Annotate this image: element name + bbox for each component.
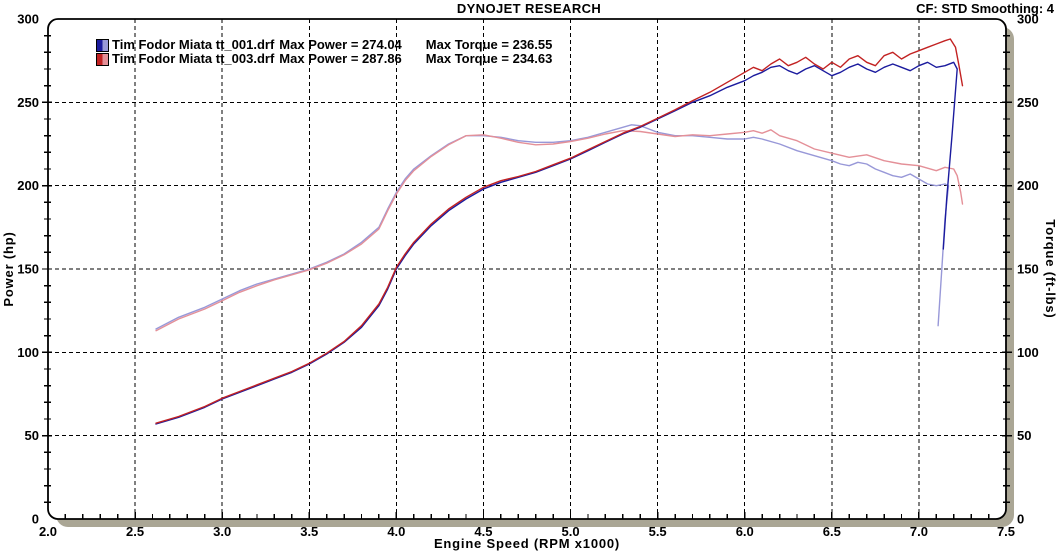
x-tick-label: 3.5: [300, 524, 318, 539]
x-tick-label: 3.0: [213, 524, 231, 539]
x-tick-label: 4.5: [474, 524, 492, 539]
y-tick-label-left: 100: [17, 345, 39, 360]
x-tick-label: 7.0: [910, 524, 928, 539]
x-tick-label: 7.5: [997, 524, 1015, 539]
y-tick-label-left: 250: [17, 95, 39, 110]
y-tick-label-left: 50: [25, 428, 39, 443]
y-axis-label-torque: Torque (ft-lbs): [1043, 219, 1058, 318]
x-tick-label: 6.0: [736, 524, 754, 539]
x-tick-label: 5.5: [649, 524, 667, 539]
legend-color-marker: [96, 52, 109, 66]
y-tick-label-right: 250: [1017, 95, 1039, 110]
y-tick-label-right: 200: [1017, 178, 1039, 193]
y-axis-label-power: Power (hp): [1, 231, 16, 306]
legend-color-marker: [96, 38, 109, 52]
correction-smoothing-text: CF: STD Smoothing: 4: [916, 1, 1055, 16]
legend-file-label: Tim Fodor Miata tt_001.drf: [112, 37, 275, 52]
legend-max-torque: Max Torque = 234.63: [425, 51, 553, 66]
x-axis-label: Engine Speed (RPM x1000): [434, 536, 620, 551]
y-tick-label-right: 150: [1017, 262, 1039, 277]
x-tick-label: 2.5: [126, 524, 144, 539]
x-tick-label: 5.0: [562, 524, 580, 539]
legend-row: Tim Fodor Miata tt_001.drf Max Power = 27…: [96, 38, 552, 52]
y-tick-label-left: 200: [17, 178, 39, 193]
curve-tt-001-power-hp-: [155, 61, 958, 425]
legend-max-power: Max Power = 274.04: [279, 37, 402, 52]
legend-max-torque: Max Torque = 236.55: [425, 37, 553, 52]
x-tick-label: 6.5: [823, 524, 841, 539]
y-tick-label-right: 100: [1017, 345, 1039, 360]
legend-row: Tim Fodor Miata tt_003.drf Max Power = 28…: [96, 52, 552, 66]
x-tick-label: 4.0: [387, 524, 405, 539]
y-tick-label-left: 150: [17, 262, 39, 277]
plot-layer: 2.0 2.5 3.0 3.5 4.0 4.5 5.0 5.5 6.0 6.5 7.0 7.50 050…: [17, 12, 1038, 540]
y-tick-label-right: 300: [1017, 12, 1039, 27]
y-tick-label-right: 50: [1017, 428, 1031, 443]
y-tick-label-left: 300: [17, 12, 39, 27]
y-tick-label-left: 0: [32, 512, 39, 527]
curve-tt-003-torque-ft-lbs-: [155, 129, 964, 332]
x-tick-label: 2.0: [39, 524, 57, 539]
y-tick-label-right: 0: [1017, 512, 1024, 527]
legend-file-label: Tim Fodor Miata tt_003.drf: [112, 51, 275, 66]
curve-tt-003-power-hp-: [155, 38, 964, 424]
legend: Tim Fodor Miata tt_001.drf Max Power = 27…: [96, 38, 552, 66]
chart-title: DYNOJET RESEARCH: [457, 1, 601, 16]
legend-max-power: Max Power = 287.86: [279, 51, 402, 66]
